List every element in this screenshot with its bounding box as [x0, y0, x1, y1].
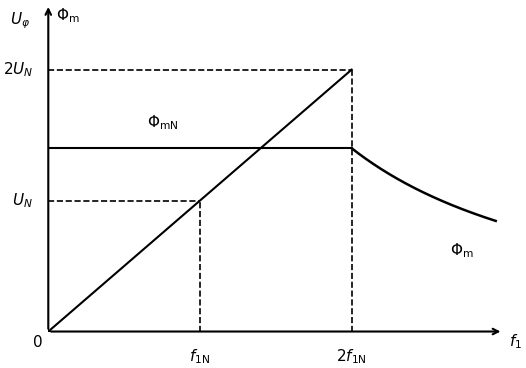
Text: $f_{\rm 1}$: $f_{\rm 1}$: [509, 333, 522, 351]
Text: $\Phi_{\rm mN}$: $\Phi_{\rm mN}$: [147, 114, 178, 132]
Text: $f_{\rm 1N}$: $f_{\rm 1N}$: [189, 347, 210, 366]
Text: $0$: $0$: [32, 334, 43, 350]
Text: $2U_N$: $2U_N$: [3, 60, 33, 79]
Text: $\Phi_{\rm m}$: $\Phi_{\rm m}$: [450, 241, 474, 260]
Text: $\Phi_{\rm m}$: $\Phi_{\rm m}$: [56, 7, 79, 25]
Text: $U_{\varphi}$: $U_{\varphi}$: [10, 11, 30, 31]
Text: $U_N$: $U_N$: [12, 191, 33, 210]
Text: $2f_{\rm 1N}$: $2f_{\rm 1N}$: [336, 347, 367, 366]
